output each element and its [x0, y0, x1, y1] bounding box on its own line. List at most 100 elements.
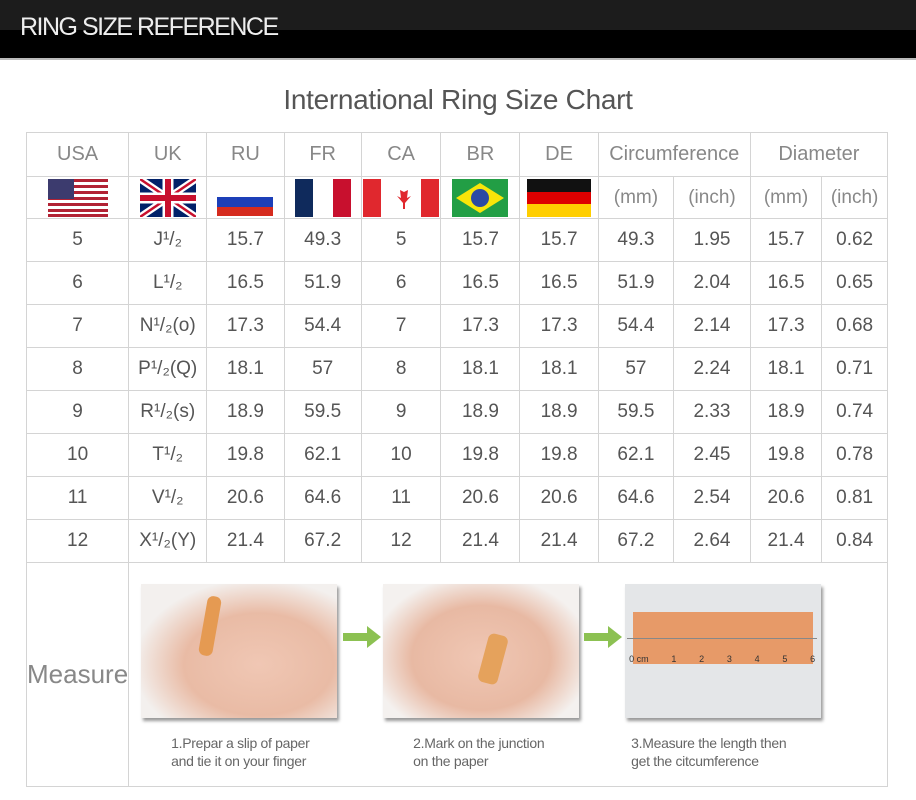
table-row: 6 L¹/₂ 16.5 51.9 6 16.5 16.5 51.9 2.04 16.5 0.65 [25, 261, 888, 305]
divider [0, 58, 916, 60]
cell-circumference-mm: 62.1 [597, 433, 675, 477]
cell-fr: 64.6 [283, 476, 362, 520]
cell-circumference-mm: 54.4 [597, 304, 675, 348]
cell-usa: 6 [25, 261, 130, 305]
cell-br: 15.7 [440, 218, 521, 262]
ruler-label: 1 [671, 653, 677, 664]
cell-ru: 15.7 [206, 218, 285, 262]
col-circumference: Circumference [597, 132, 751, 177]
cell-circumference-mm: 51.9 [597, 261, 675, 305]
step-1: 1.Prepar a slip of paper and tie it on yo… [141, 583, 338, 770]
table-row: 12 X¹/₂(Y) 21.4 67.2 12 21.4 21.4 67.2 2.64 21.4 0… [25, 519, 888, 563]
russia-flag-icon [206, 176, 285, 219]
cell-de: 16.5 [519, 261, 599, 305]
step-2-caption-line2: on the paper [413, 752, 489, 769]
uk-flag-icon [128, 176, 208, 219]
ruler-label: 4 [754, 653, 760, 664]
step-2-caption-line1: 2.Mark on the junction [413, 734, 545, 751]
cell-diameter-mm: 18.9 [749, 390, 823, 434]
cell-br: 16.5 [440, 261, 521, 305]
step-1-photo [141, 583, 338, 718]
cell-diameter-inch: 0.68 [821, 304, 888, 348]
cell-de: 18.1 [519, 347, 599, 391]
ruler-label: 2 [699, 653, 705, 664]
cell-fr: 57 [283, 347, 362, 391]
cell-diameter-inch: 0.78 [821, 433, 888, 477]
germany-flag-icon [519, 176, 599, 219]
cell-diameter-inch: 0.84 [821, 519, 888, 563]
cell-br: 17.3 [440, 304, 521, 348]
cell-ca: 8 [360, 347, 442, 391]
header-bar: RING SIZE REFERENCE [0, 0, 916, 58]
col-diameter: Diameter [749, 132, 889, 177]
cell-diameter-inch: 0.81 [821, 476, 888, 520]
cell-usa: 9 [25, 390, 130, 434]
cell-uk: N¹/₂(o) [128, 304, 208, 348]
cell-usa: 8 [25, 347, 130, 391]
cell-fr: 59.5 [283, 390, 362, 434]
table-row: 5 J¹/₂ 15.7 49.3 5 15.7 15.7 49.3 1.95 15.7 0.62 [25, 218, 888, 262]
cell-diameter-inch: 0.74 [821, 390, 888, 434]
step-1-caption-line1: 1.Prepar a slip of paper [171, 734, 310, 751]
cell-br: 20.6 [440, 476, 521, 520]
cell-circumference-mm: 57 [597, 347, 675, 391]
cell-circumference-mm: 49.3 [597, 218, 675, 262]
cell-ru: 21.4 [206, 519, 285, 563]
cell-ca: 11 [360, 476, 442, 520]
cell-br: 18.9 [440, 390, 521, 434]
header-title: RING SIZE REFERENCE [20, 13, 279, 41]
cell-diameter-mm: 18.1 [749, 347, 823, 391]
cell-ca: 10 [360, 433, 442, 477]
cell-ru: 18.1 [206, 347, 285, 391]
cell-usa: 11 [25, 476, 130, 520]
cell-usa: 12 [25, 519, 130, 563]
col-ru: RU [206, 132, 285, 177]
cell-ca: 7 [360, 304, 442, 348]
canada-flag-icon [360, 176, 442, 219]
ruler-label: 6 [810, 653, 816, 664]
step-2-photo [383, 583, 580, 718]
col-br: BR [440, 132, 521, 177]
col-de: DE [519, 132, 599, 177]
cell-uk: J¹/₂ [128, 218, 208, 262]
arrow-right-icon [343, 625, 382, 648]
cell-fr: 54.4 [283, 304, 362, 348]
cell-circumference-inch: 2.24 [673, 347, 751, 391]
cell-de: 17.3 [519, 304, 599, 348]
cell-de: 18.9 [519, 390, 599, 434]
step-3-caption-line1: 3.Measure the length then [631, 734, 787, 751]
table-row: 10 T¹/₂ 19.8 62.1 10 19.8 19.8 62.1 2.45 19.8 0.78 [25, 433, 888, 477]
col-usa: USA [25, 132, 130, 177]
cell-diameter-mm: 20.6 [749, 476, 823, 520]
cell-ru: 20.6 [206, 476, 285, 520]
cell-fr: 62.1 [283, 433, 362, 477]
ruler: 0 cm 1 2 3 4 5 6 [627, 637, 818, 664]
cell-circumference-mm: 67.2 [597, 519, 675, 563]
cell-diameter-mm: 21.4 [749, 519, 823, 563]
cell-diameter-mm: 19.8 [749, 433, 823, 477]
table-row: 7 N¹/₂(o) 17.3 54.4 7 17.3 17.3 54.4 2.14 17.3 0.6… [25, 304, 888, 348]
table-row: 11 V¹/₂ 20.6 64.6 11 20.6 20.6 64.6 2.54 20.6 0.81 [25, 476, 888, 520]
cell-uk: T¹/₂ [128, 433, 208, 477]
arrow-right-icon [584, 625, 623, 648]
step-3-photo: 0 cm 1 2 3 4 5 6 [625, 583, 822, 718]
cell-de: 19.8 [519, 433, 599, 477]
cell-uk: L¹/₂ [128, 261, 208, 305]
cell-fr: 49.3 [283, 218, 362, 262]
cell-circumference-inch: 2.04 [673, 261, 751, 305]
cell-circumference-mm: 64.6 [597, 476, 675, 520]
cell-uk: P¹/₂(Q) [128, 347, 208, 391]
measure-label: Measure [27, 659, 129, 689]
diameter-mm-header: (mm) [749, 176, 823, 219]
cell-diameter-mm: 16.5 [749, 261, 823, 305]
circumference-mm-header: (mm) [597, 176, 675, 219]
cell-circumference-inch: 2.14 [673, 304, 751, 348]
cell-circumference-mm: 59.5 [597, 390, 675, 434]
cell-de: 15.7 [519, 218, 599, 262]
cell-de: 20.6 [519, 476, 599, 520]
brazil-flag-icon [440, 176, 521, 219]
cell-br: 19.8 [440, 433, 521, 477]
ruler-label: 3 [726, 653, 732, 664]
cell-circumference-inch: 2.45 [673, 433, 751, 477]
cell-diameter-mm: 15.7 [749, 218, 823, 262]
